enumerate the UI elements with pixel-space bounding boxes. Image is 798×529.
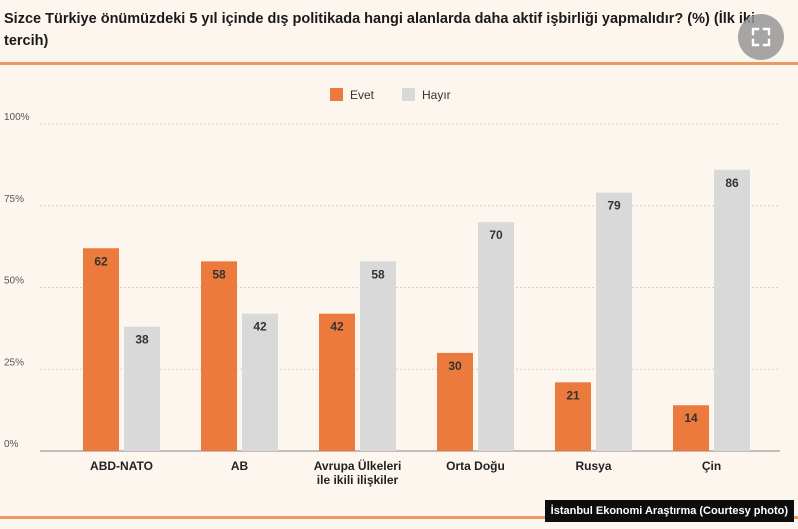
legend-label: Hayır — [422, 88, 451, 102]
category-label: ile ikili ilişkiler — [317, 473, 399, 487]
y-tick-label: 100% — [4, 112, 30, 123]
bar-chart: 0% 25% 50% 75% 100% Evet Hayır 62 38 ABD-NATO 58 42… — [4, 88, 780, 487]
bar — [555, 382, 591, 451]
bar — [596, 192, 632, 452]
legend-swatch-0 — [330, 88, 343, 101]
data-label: 30 — [448, 359, 462, 373]
data-label: 58 — [371, 267, 385, 281]
data-label: 38 — [135, 333, 149, 347]
data-label: 62 — [94, 254, 108, 268]
bar — [478, 222, 514, 451]
data-label: 42 — [253, 320, 267, 334]
category-label: Çin — [702, 459, 721, 473]
data-label: 42 — [330, 320, 344, 334]
category-label: Rusya — [575, 459, 611, 473]
data-label: 14 — [684, 411, 698, 425]
expand-button[interactable] — [738, 14, 784, 60]
data-label: 21 — [566, 388, 580, 402]
data-label: 79 — [607, 199, 621, 213]
bottom-divider — [0, 516, 798, 519]
bar — [437, 352, 473, 451]
expand-icon — [751, 27, 771, 47]
data-label: 58 — [212, 267, 226, 281]
y-tick-label: 50% — [4, 276, 24, 287]
title-divider — [0, 62, 798, 65]
chart-title: Sizce Türkiye önümüzdeki 5 yıl içinde dı… — [4, 11, 755, 49]
bar — [242, 313, 278, 451]
category-label: AB — [231, 459, 249, 473]
bar — [673, 405, 709, 451]
category-label: Avrupa Ülkeleri — [314, 458, 402, 473]
category-label: ABD-NATO — [90, 459, 153, 473]
y-tick-label: 25% — [4, 357, 24, 368]
data-label: 70 — [489, 228, 503, 242]
bar — [319, 313, 355, 451]
category-label: Orta Doğu — [446, 459, 505, 473]
bar — [360, 261, 396, 451]
y-tick-label: 0% — [4, 439, 19, 450]
source-credit: İstanbul Ekonomi Araştırma (Courtesy pho… — [544, 500, 794, 522]
legend-swatch-1 — [402, 88, 415, 101]
bar — [714, 169, 750, 451]
bar — [201, 261, 237, 451]
bar — [83, 248, 119, 451]
data-label: 86 — [725, 176, 739, 190]
legend-label: Evet — [350, 88, 375, 102]
bar — [124, 326, 160, 451]
y-tick-label: 75% — [4, 194, 24, 205]
